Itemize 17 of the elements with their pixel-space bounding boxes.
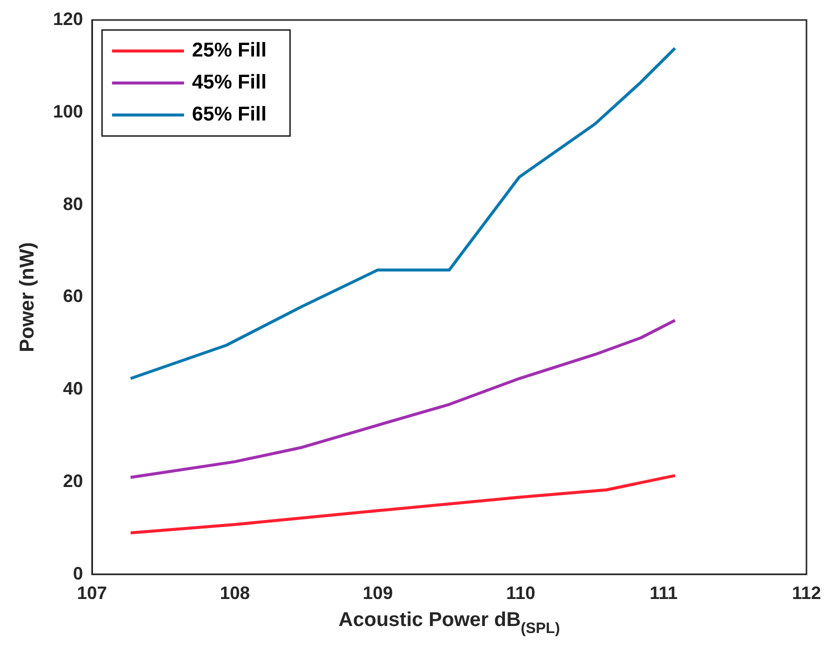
y-axis-title: Power (nW) [16,242,39,352]
x-tick-label: 111 [650,583,678,604]
legend-label: 65% Fill [192,104,267,126]
y-tick-label: 80 [63,194,84,214]
y-tick-label: 120 [52,8,84,29]
x-tick-label: 110 [506,583,536,604]
legend-label: 45% Fill [192,72,267,94]
x-tick-label: 107 [77,583,108,604]
legend-label: 25% Fill [192,40,267,62]
y-tick-label: 0 [73,563,84,584]
y-tick-label: 60 [63,286,84,306]
y-tick-label: 20 [63,470,84,491]
x-tick-label: 109 [362,583,393,604]
y-tick-label: 100 [52,101,84,122]
x-tick-label: 108 [220,583,250,604]
x-tick-label: 112 [792,583,822,604]
y-tick-label: 40 [63,378,84,399]
